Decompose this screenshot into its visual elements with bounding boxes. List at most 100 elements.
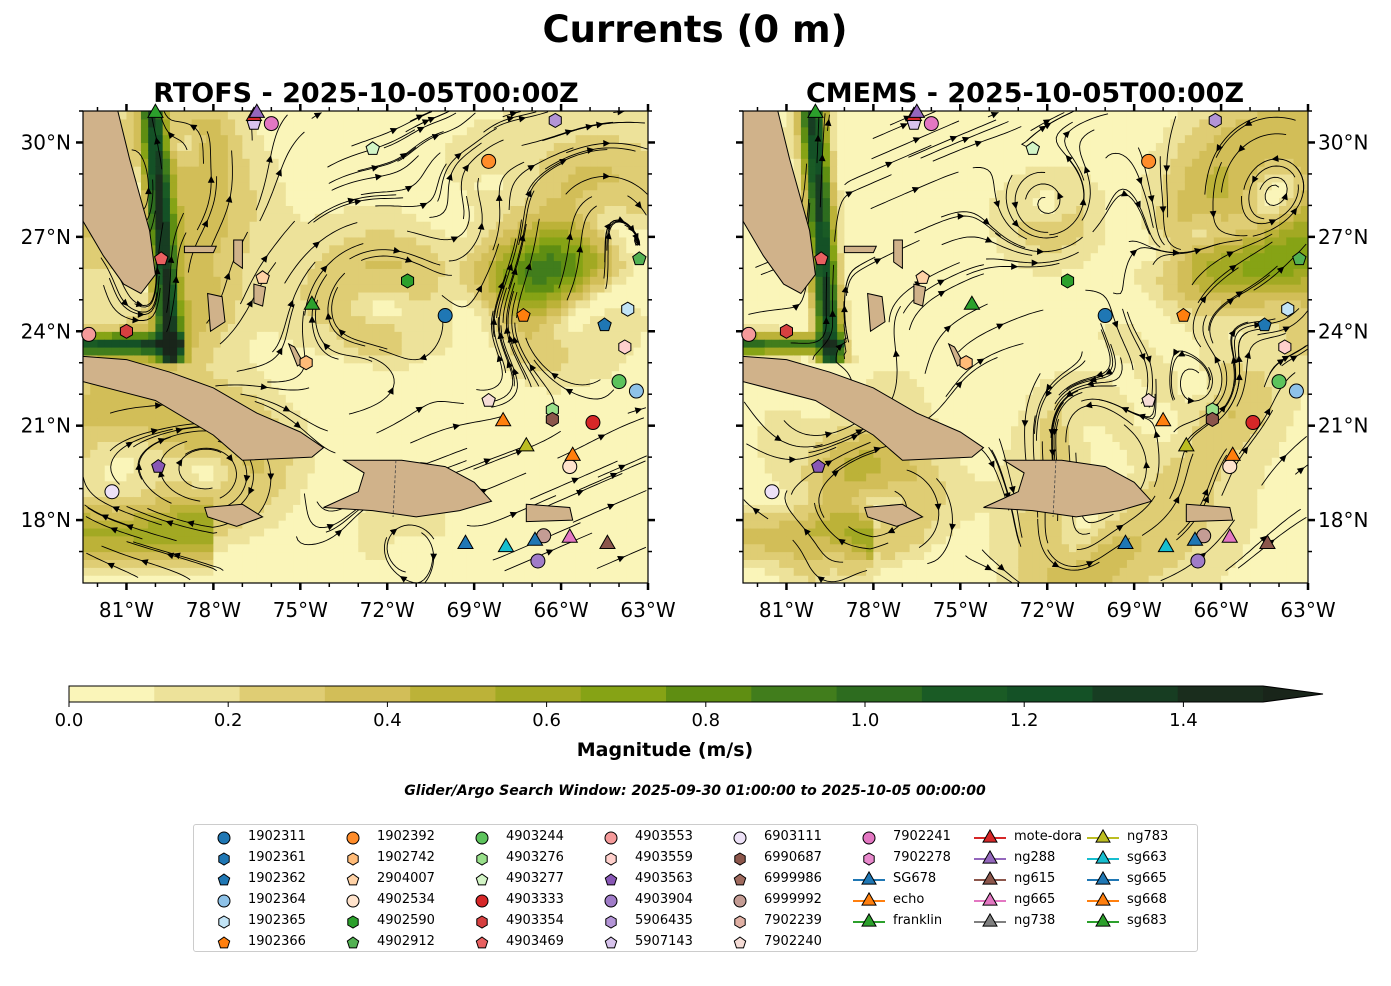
streamline-arrow [996, 323, 1004, 330]
x-tick-label: 63°W [620, 598, 675, 622]
y-tick-label: 27°N [21, 225, 71, 249]
marker-4903469 [154, 251, 169, 266]
streamline-arrow [1147, 195, 1155, 203]
marker-franklin [147, 103, 164, 118]
streamline-arrow [427, 116, 436, 124]
marker-ng665 [561, 527, 579, 543]
legend-label: 4902912 [377, 934, 435, 949]
streamline-arrow [988, 460, 995, 469]
streamline-arrow [911, 187, 920, 194]
streamline-arrow [154, 137, 161, 145]
legend-marker-7902239 [734, 915, 746, 929]
streamline-arrow [803, 528, 811, 536]
marker-5906435 [1208, 112, 1222, 128]
marker-franklin-2 [303, 295, 321, 310]
streamline-arrow [943, 325, 952, 333]
streamline-arrow [135, 462, 143, 471]
colorbar-bin [69, 686, 155, 702]
legend-marker-4903244 [475, 831, 489, 845]
land-abaco [893, 239, 903, 270]
legend-marker-1902362 [217, 873, 231, 886]
streamline-arrow [308, 315, 316, 323]
streamline-arrow [835, 343, 843, 352]
streamline-arrow [576, 489, 584, 497]
legend-marker-4903469 [475, 936, 489, 949]
marker-1902742 [959, 355, 973, 371]
legend-marker-sg665 [1087, 870, 1119, 885]
y-tick-label: 27°N [1318, 225, 1368, 249]
streamline-arrow [949, 135, 958, 143]
streamline-arrow [774, 434, 782, 442]
streamline-arrow [1177, 350, 1186, 357]
streamline-arrow [1163, 165, 1171, 173]
legend-marker-7902240 [733, 936, 747, 949]
legend-marker-4902912 [346, 936, 360, 949]
x-tick-label: 75°W [933, 598, 988, 622]
map-panel-rtofs: RTOFS - 2025-10-05T00:00Z 81°W 78°W 75°W 72… [21, 78, 676, 622]
streamline-arrow [154, 402, 163, 410]
marker-6990687 [1205, 411, 1219, 427]
streamline-arrow [175, 458, 183, 467]
legend-symbol [475, 936, 489, 949]
streamline-arrow [496, 354, 504, 363]
marker-7902240 [481, 392, 496, 407]
streamline-arrow [937, 290, 946, 298]
streamline-arrow [1276, 266, 1285, 274]
legend-label: 4903563 [635, 871, 693, 886]
legend-symbol [861, 891, 877, 906]
streamline-arrow [545, 549, 554, 556]
legend-marker-franklin [853, 912, 885, 927]
colorbar-bin [580, 686, 667, 702]
streamline-arrow [506, 360, 514, 369]
streamline-arrow [452, 423, 461, 431]
streamline-arrow [984, 564, 993, 571]
map-panel-cmems: CMEMS - 2025-10-05T00:00Z 81°W 78°W 75°W 72… [736, 78, 1368, 622]
streamline-arrow [1271, 155, 1279, 162]
streamline-arrow [1279, 454, 1287, 463]
streamline-arrow [1045, 389, 1052, 398]
streamline-arrow [527, 164, 536, 172]
colorbar-outline [68, 685, 1324, 703]
legend-symbol [604, 873, 618, 886]
streamline-arrow [1049, 449, 1056, 457]
streamline-arrow [101, 514, 109, 521]
legend-marker-4903904 [604, 894, 618, 908]
streamline-arrow [1173, 496, 1180, 504]
streamline-arrow [320, 265, 328, 273]
streamline-arrow [607, 503, 615, 510]
legend-symbol [734, 852, 746, 866]
streamline-arrow [503, 326, 511, 334]
land-puerto-rico [1185, 503, 1234, 523]
legend-symbol [217, 894, 231, 908]
streamline-arrow [984, 236, 993, 243]
marker-4902590 [1061, 273, 1075, 289]
legend-marker-sg663 [1087, 849, 1119, 864]
marker-ng615 [1259, 534, 1276, 549]
land-grand-bahama [183, 245, 218, 254]
legend-marker-4903277 [475, 873, 489, 886]
legend-symbol [1095, 870, 1111, 885]
streamline-arrow [1268, 219, 1277, 226]
streamline-arrow [509, 511, 518, 519]
marker-4903563 [811, 458, 826, 473]
streamline-arrow [885, 161, 893, 169]
legend-symbol [475, 894, 489, 908]
streamline-arrow [976, 358, 985, 366]
streamline-arrow [1138, 352, 1146, 361]
marker-5906435 [548, 112, 562, 128]
marker-1902366 [1176, 307, 1191, 322]
legend-marker-ng665 [974, 891, 1006, 906]
streamline-arrow [132, 316, 140, 324]
map-axes: 81°W 78°W 75°W 72°W 69°W 66°W 63°W 18°N 21°N 24°N… [736, 104, 1368, 622]
legend-label: 7902278 [893, 850, 951, 865]
marker-sg668 [494, 411, 512, 427]
y-tick-label: 30°N [1318, 130, 1368, 154]
legend-label: ng738 [1014, 913, 1056, 928]
marker-4902534 [562, 459, 578, 475]
legend-symbol [982, 891, 998, 906]
streamline-arrow [354, 198, 362, 206]
legend-label: ng288 [1014, 850, 1056, 865]
marker-echo [1224, 446, 1242, 461]
streamline-arrow [634, 201, 642, 209]
